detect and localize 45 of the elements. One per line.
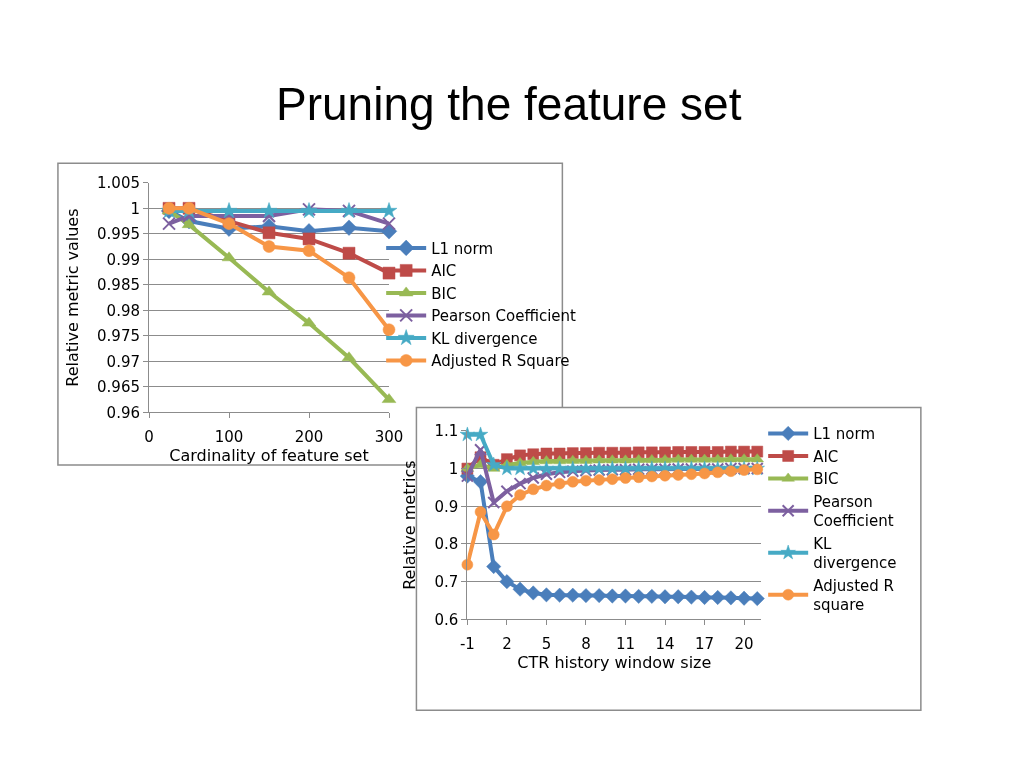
- legend-label: KL divergence: [813, 534, 897, 573]
- x-tick-label: 11: [615, 635, 636, 654]
- legend-label: Adjusted R Square: [431, 352, 570, 371]
- y-tick-label: 1.005: [97, 174, 141, 193]
- legend-label: Pearson Coefficient: [431, 307, 577, 326]
- y-tick-label: 0.6: [434, 610, 459, 629]
- y-tick-label: 1: [130, 199, 141, 218]
- y-tick-label: 0.9: [434, 497, 459, 516]
- y-tick-label: 0.98: [106, 301, 141, 320]
- x-tick-label: 100: [214, 428, 244, 447]
- y-tick-label: 1.1: [434, 422, 459, 441]
- y-tick-label: 0.995: [97, 225, 141, 244]
- legend-label: L1 norm: [431, 239, 494, 258]
- x-tick-label: 300: [374, 428, 404, 447]
- x-tick-label: 20: [734, 635, 754, 654]
- text: Pruning the feature set: [276, 78, 742, 130]
- x-tick-label: 2: [502, 635, 512, 654]
- y-tick-label: 0.99: [106, 250, 141, 269]
- x-tick-label: 200: [294, 428, 324, 447]
- x-axis-title: Cardinality of feature set: [169, 446, 369, 466]
- legend-label: AIC: [813, 447, 839, 466]
- x-axis-title: CTR history window size: [517, 653, 712, 673]
- legend-label: AIC: [431, 262, 457, 281]
- x-tick-label: 14: [655, 635, 675, 654]
- legend-label: Adjusted R square: [813, 576, 895, 615]
- y-tick-label: 0.985: [97, 276, 141, 295]
- legend-label: Pearson Coefficient: [813, 492, 894, 531]
- x-tick-label: 5: [541, 635, 552, 654]
- x-tick-label: 0: [144, 428, 154, 447]
- y-tick-label: 0.7: [434, 572, 459, 591]
- legend-label: L1 norm: [813, 425, 876, 444]
- x-tick-label: 8: [581, 635, 591, 654]
- y-tick-label: 0.96: [106, 403, 141, 422]
- legend-label: BIC: [431, 284, 457, 303]
- legend-label: KL divergence: [431, 329, 538, 348]
- y-axis-title: Relative metric values: [62, 208, 82, 387]
- y-tick-label: 0.97: [106, 352, 141, 371]
- y-tick-label: 1: [448, 459, 459, 478]
- x-tick-label: 17: [695, 635, 715, 654]
- y-tick-label: 0.965: [97, 378, 141, 397]
- y-axis-title: Relative metrics: [400, 460, 420, 590]
- legend-label: BIC: [813, 470, 839, 489]
- x-tick-label: -1: [459, 635, 475, 654]
- y-tick-label: 0.8: [434, 535, 459, 554]
- y-tick-label: 0.975: [97, 327, 141, 346]
